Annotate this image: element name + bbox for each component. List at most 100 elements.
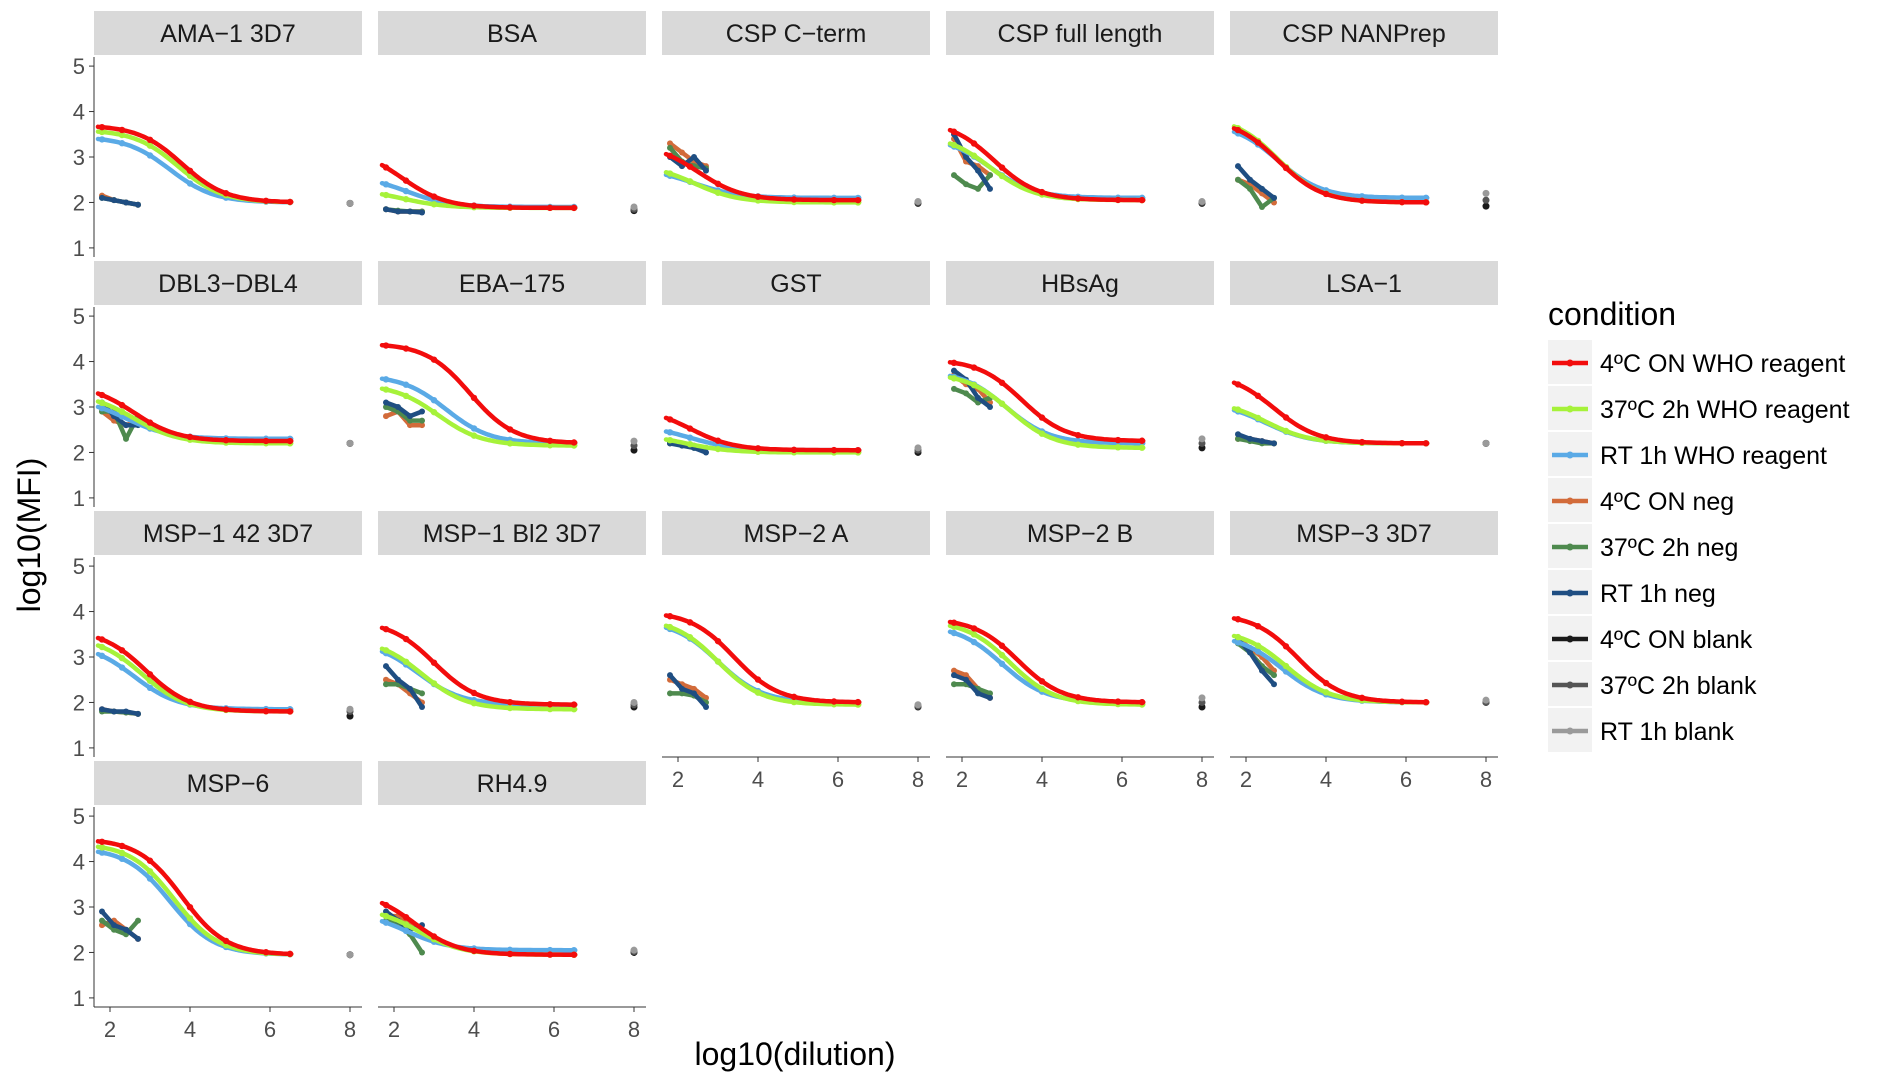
neg-point	[419, 422, 425, 429]
reagent-point	[1322, 190, 1330, 198]
reagent-point	[98, 136, 106, 143]
reagent-point	[118, 842, 126, 850]
facet-strip	[94, 761, 362, 805]
reagent-point	[754, 676, 762, 683]
neg-point	[123, 199, 129, 206]
neg-point	[99, 194, 105, 201]
neg-point	[691, 685, 697, 692]
neg-point	[951, 172, 957, 179]
reagent-point	[98, 399, 106, 407]
reagent-point	[998, 400, 1006, 407]
neg-point	[951, 667, 957, 674]
blank-point	[346, 951, 354, 959]
reagent-point	[1038, 685, 1046, 693]
y-tick-label: 1	[73, 486, 85, 511]
facet-strip	[378, 11, 646, 55]
reagent-point	[402, 927, 410, 935]
y-tick-label: 4	[73, 850, 85, 875]
reagent-point	[666, 170, 674, 177]
reagent-point	[950, 629, 958, 637]
reagent-point	[1138, 437, 1146, 444]
facet-panel: MSP−2 B 2 4 6 8	[946, 511, 1214, 792]
neg-point	[123, 422, 129, 429]
reagent-point	[118, 647, 126, 654]
reagent-point	[430, 193, 438, 200]
facet-panel: CSP NANPrep	[1230, 11, 1498, 210]
reagent-point	[98, 404, 106, 412]
facet-panel: HBsAg	[946, 261, 1214, 452]
reagent-point	[98, 128, 106, 136]
reagent-point	[1358, 438, 1366, 446]
reagent-point	[854, 698, 862, 706]
neg-curve	[1235, 177, 1277, 210]
facet-strip	[378, 511, 646, 555]
neg-point	[1247, 176, 1253, 183]
reagent-point	[118, 140, 126, 147]
reagent-point	[1038, 678, 1046, 685]
x-tick-label: 2	[1240, 767, 1252, 792]
reagent-point	[1114, 196, 1122, 204]
reagent-point	[1398, 698, 1406, 705]
reagent-point	[286, 708, 294, 715]
blank-point	[1482, 189, 1490, 197]
legend-label: RT 1h neg	[1600, 580, 1716, 608]
facet-panel: MSP−1 42 3D7 1 2 3 4 5	[73, 511, 362, 761]
reagent-point	[950, 359, 958, 367]
legend-key-point	[1566, 635, 1574, 643]
reagent-point	[686, 178, 694, 185]
reagent-curve	[95, 124, 294, 205]
neg-point	[963, 154, 969, 160]
reagent-point	[854, 446, 862, 454]
neg-point	[383, 908, 389, 915]
reagent-point	[430, 201, 438, 208]
neg-point	[951, 681, 957, 688]
neg-point	[383, 681, 389, 688]
reagent-point	[1074, 441, 1082, 448]
reagent-point	[222, 190, 230, 197]
neg-point	[975, 185, 981, 192]
reagent-curve	[1231, 126, 1430, 205]
reagent-point	[402, 345, 410, 352]
neg-curve	[99, 918, 141, 937]
reagent-point	[666, 429, 674, 436]
neg-point	[963, 181, 969, 188]
facet-strip	[946, 11, 1214, 55]
blank-point	[1482, 196, 1490, 204]
x-tick-label: 8	[912, 767, 924, 792]
reagent-point	[98, 652, 106, 660]
neg-point	[123, 708, 129, 715]
neg-point	[99, 917, 105, 924]
neg-point	[419, 949, 425, 956]
reagent-curve	[947, 619, 1146, 705]
neg-point	[667, 690, 673, 697]
reagent-point	[970, 140, 978, 147]
reagent-point	[1398, 439, 1406, 447]
reagent-point	[970, 364, 978, 371]
reagent-point	[382, 647, 390, 654]
facet-panel: CSP C−term	[662, 11, 930, 207]
reagent-curve	[95, 635, 294, 714]
x-tick-label: 8	[1196, 767, 1208, 792]
reagent-point	[382, 191, 390, 199]
x-tick-label: 4	[468, 1017, 480, 1042]
reagent-curve	[379, 342, 578, 445]
reagent-point	[98, 849, 106, 856]
neg-curve	[383, 207, 425, 215]
neg-point	[407, 208, 413, 215]
facet-label: MSP−2 A	[744, 520, 849, 548]
reagent-point	[1234, 406, 1242, 413]
reagent-point	[430, 408, 438, 416]
reagent-point	[830, 446, 838, 454]
neg-point	[407, 422, 413, 429]
reagent-curve	[379, 180, 578, 210]
y-tick-label: 5	[73, 804, 85, 829]
neg-curve	[383, 400, 425, 419]
neg-point	[419, 209, 425, 216]
reagent-point	[686, 434, 694, 441]
neg-point	[1247, 185, 1253, 192]
neg-curve	[667, 154, 709, 173]
reagent-point	[998, 660, 1006, 668]
reagent-curve	[95, 129, 294, 205]
reagent-point	[998, 651, 1006, 659]
